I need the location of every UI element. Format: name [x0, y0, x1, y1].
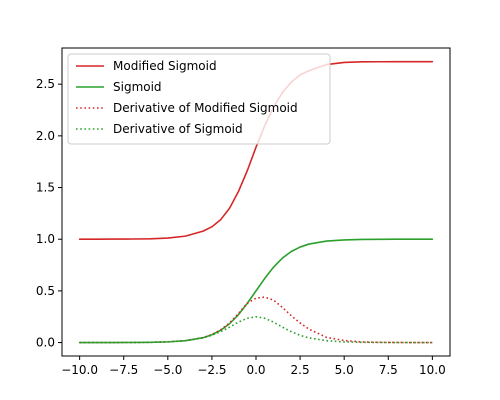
legend-label: Sigmoid	[113, 80, 162, 94]
legend-box	[67, 53, 331, 145]
x-tick-label: 5.0	[335, 363, 354, 377]
y-tick-label: 2.0	[36, 129, 55, 143]
x-tick-label: 2.5	[291, 363, 310, 377]
y-tick-label: 2.5	[36, 77, 55, 91]
x-tick-label: −10.0	[61, 363, 98, 377]
series-line-4	[79, 315, 433, 344]
series-layer	[78, 60, 434, 344]
x-tick-label: 10.0	[419, 363, 446, 377]
y-tick-label: 1.5	[36, 181, 55, 195]
y-tick-label: 0.5	[36, 284, 55, 298]
legend: Modified Sigmoid Sigmoid Derivative of Mod…	[67, 53, 331, 145]
legend-label: Derivative of Sigmoid	[113, 122, 243, 136]
x-tick-label: −2.5	[197, 363, 226, 377]
x-tick-label: 0.0	[246, 363, 265, 377]
y-axis: 0.0 0.5 1.0 1.5 2.0 2.5	[36, 77, 62, 350]
y-tick-label: 0.0	[36, 336, 55, 350]
y-tick-label: 1.0	[36, 232, 55, 246]
x-tick-label: −7.5	[109, 363, 138, 377]
x-tick-label: 7.5	[379, 363, 398, 377]
x-tick-label: −5.0	[153, 363, 182, 377]
legend-label: Derivative of Modified Sigmoid	[113, 101, 298, 115]
series-line-1	[78, 60, 434, 241]
legend-label: Modified Sigmoid	[113, 59, 217, 73]
x-axis: −10.0 −7.5 −5.0 −2.5 0.0 2.5 5.0 7.5 10.0	[61, 356, 446, 377]
